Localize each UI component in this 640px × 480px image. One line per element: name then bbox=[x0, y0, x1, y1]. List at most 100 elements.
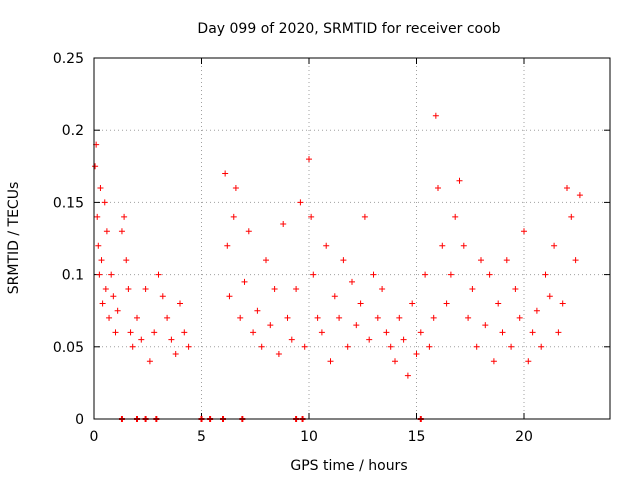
data-point bbox=[452, 213, 459, 220]
data-point bbox=[230, 213, 237, 220]
data-point bbox=[103, 228, 110, 235]
data-point bbox=[555, 329, 562, 336]
data-point bbox=[306, 156, 312, 163]
data-point bbox=[473, 343, 480, 350]
data-point bbox=[361, 213, 368, 220]
data-point bbox=[503, 257, 510, 264]
y-tick-label: 0 bbox=[75, 412, 84, 428]
data-point bbox=[118, 228, 125, 235]
data-point bbox=[308, 213, 315, 220]
data-point bbox=[129, 343, 136, 350]
data-point bbox=[263, 257, 269, 264]
data-point bbox=[529, 329, 536, 336]
data-point bbox=[185, 343, 192, 350]
data-point bbox=[142, 286, 149, 293]
data-point bbox=[559, 300, 566, 307]
data-point bbox=[568, 213, 575, 220]
data-point bbox=[138, 336, 145, 343]
data-point bbox=[237, 314, 244, 321]
data-point bbox=[430, 314, 437, 321]
data-point bbox=[447, 271, 454, 278]
data-point bbox=[310, 271, 317, 278]
data-point bbox=[499, 329, 506, 336]
data-point bbox=[357, 300, 364, 307]
data-point bbox=[486, 271, 493, 278]
data-point bbox=[439, 242, 446, 249]
data-point bbox=[108, 271, 115, 278]
y-tick-label: 0.15 bbox=[53, 195, 84, 211]
data-point bbox=[125, 286, 132, 293]
data-point bbox=[280, 221, 287, 228]
x-tick-label: 0 bbox=[90, 429, 99, 445]
x-tick-label: 15 bbox=[408, 429, 426, 445]
data-point bbox=[512, 286, 519, 293]
data-point bbox=[435, 184, 441, 191]
data-point bbox=[101, 199, 108, 206]
data-point bbox=[127, 329, 134, 336]
data-point bbox=[469, 286, 476, 293]
y-tick-label: 0.2 bbox=[62, 123, 84, 139]
data-point bbox=[396, 314, 403, 321]
data-point bbox=[168, 336, 175, 343]
data-point bbox=[155, 271, 162, 278]
data-point bbox=[417, 329, 424, 336]
data-point bbox=[284, 314, 291, 321]
axis-ticks: 0 0.05 0.1 0.15 0.2 0.25 0 5 10 15 20 bbox=[53, 51, 610, 445]
data-point bbox=[374, 314, 381, 321]
data-point bbox=[353, 322, 360, 329]
data-point bbox=[224, 242, 231, 249]
data-point bbox=[97, 184, 104, 191]
data-point bbox=[443, 300, 450, 307]
data-point bbox=[106, 314, 113, 321]
data-point bbox=[245, 228, 252, 235]
data-point bbox=[241, 278, 248, 285]
plot-frame bbox=[93, 57, 611, 420]
data-point bbox=[99, 300, 106, 307]
data-point bbox=[465, 314, 472, 321]
data-point bbox=[114, 307, 121, 314]
data-point bbox=[314, 314, 321, 321]
data-point bbox=[301, 343, 308, 350]
data-point bbox=[164, 314, 171, 321]
x-axis-label: GPS time / hours bbox=[290, 458, 407, 474]
data-point bbox=[383, 329, 390, 336]
data-point bbox=[151, 329, 158, 336]
data-point bbox=[323, 242, 330, 249]
data-point bbox=[521, 228, 527, 235]
data-point bbox=[226, 293, 233, 300]
data-point bbox=[146, 358, 153, 365]
x-tick-label: 5 bbox=[197, 429, 206, 445]
data-point bbox=[123, 257, 130, 264]
data-point bbox=[366, 336, 373, 343]
data-point bbox=[426, 343, 433, 350]
data-point bbox=[267, 322, 274, 329]
data-point bbox=[546, 293, 553, 300]
data-point bbox=[551, 242, 558, 249]
data-point bbox=[482, 322, 489, 329]
data-point bbox=[495, 300, 502, 307]
data-point bbox=[460, 242, 467, 249]
data-point bbox=[533, 307, 540, 314]
data-point bbox=[542, 271, 549, 278]
data-point bbox=[181, 329, 188, 336]
data-point bbox=[177, 300, 183, 307]
data-point bbox=[94, 213, 101, 220]
x-tick-label: 20 bbox=[515, 429, 533, 445]
data-point bbox=[92, 163, 99, 170]
data-point bbox=[288, 336, 295, 343]
data-point bbox=[344, 343, 351, 350]
data-point bbox=[336, 314, 343, 321]
data-point bbox=[112, 329, 119, 336]
data-point bbox=[349, 278, 355, 285]
data-point bbox=[327, 358, 334, 365]
y-tick-label: 0.05 bbox=[53, 340, 84, 356]
data-point bbox=[516, 314, 523, 321]
data-point bbox=[232, 184, 239, 191]
data-point bbox=[271, 286, 278, 293]
data-point bbox=[456, 177, 463, 184]
data-point bbox=[275, 351, 282, 358]
data-point bbox=[250, 329, 257, 336]
data-point bbox=[508, 343, 515, 350]
data-point bbox=[159, 293, 166, 300]
data-point bbox=[525, 358, 532, 365]
